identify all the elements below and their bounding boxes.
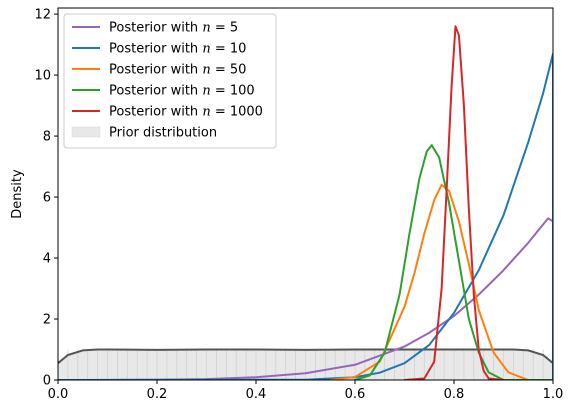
y-axis-label: Density	[10, 169, 25, 219]
legend-entry-label: Prior distribution	[109, 126, 217, 141]
legend-entry-label: Posterior with n = 1000	[109, 105, 263, 120]
y-tick-label: 2	[43, 313, 51, 328]
legend-box	[63, 13, 277, 149]
y-axis: 0 2 4 6 8 10 12	[34, 8, 58, 389]
posterior-series-layer	[58, 25, 553, 380]
x-tick-label: 0.0	[48, 387, 69, 402]
y-tick-label: 0	[43, 374, 51, 389]
x-axis: 0.0 0.2 0.4 0.6 0.8 1.0	[48, 380, 564, 402]
y-tick-label: 10	[34, 69, 51, 84]
y-tick-label: 12	[34, 8, 51, 23]
plot-frame	[57, 7, 554, 381]
legend-entry-label: Posterior with n = 100	[109, 84, 255, 99]
y-tick-label: 4	[43, 252, 51, 267]
y-tick-label: 8	[43, 130, 51, 145]
legend-entry-label: Posterior with n = 5	[109, 21, 238, 36]
legend-entry-label: Posterior with n = 10	[109, 42, 246, 57]
x-tick-label: 0.4	[246, 387, 267, 402]
x-tick-label: 0.6	[345, 387, 366, 402]
prior-line	[58, 348, 553, 364]
x-tick-label: 0.2	[147, 387, 168, 402]
x-tick-label: 1.0	[543, 387, 564, 402]
legend-entry-label: Posterior with n = 50	[109, 63, 246, 78]
series-line-5	[403, 25, 505, 380]
series-line-4	[354, 144, 553, 380]
y-tick-label: 6	[43, 191, 51, 206]
legend: Posterior with n = 5 Posterior with n = 1…	[63, 13, 277, 149]
x-tick-label: 0.8	[444, 387, 465, 402]
legend-swatch	[71, 126, 101, 138]
